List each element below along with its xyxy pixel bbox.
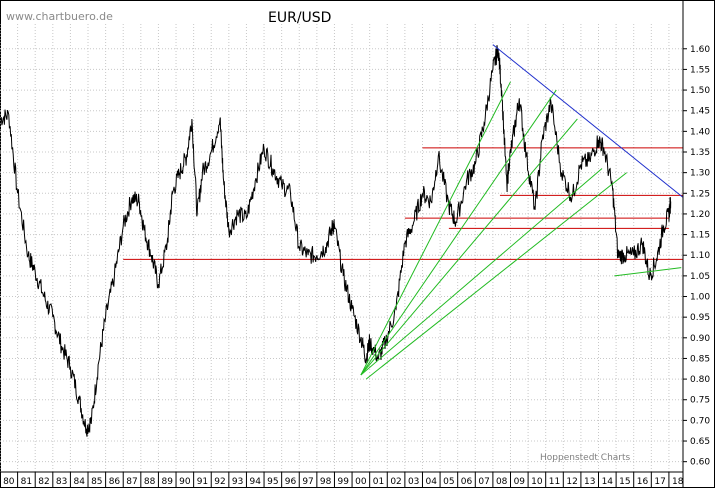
fan-trend-line [365, 172, 627, 380]
x-tick-label: 87 [126, 477, 137, 487]
x-tick-label: 85 [91, 477, 102, 487]
x-tick-label: 83 [56, 477, 67, 487]
x-tick-label: 08 [496, 477, 508, 487]
x-tick-label: 97 [302, 477, 313, 487]
watermark-text: www.chartbuero.de [6, 10, 113, 23]
x-tick-label: 02 [390, 477, 401, 487]
y-tick-label: 1.60 [690, 45, 710, 55]
y-tick-label: 1.25 [690, 189, 710, 199]
credit-text: Hoppenstedt Charts [540, 453, 631, 463]
x-tick-label: 00 [355, 477, 367, 487]
x-tick-label: 96 [285, 477, 297, 487]
x-tick-label: 04 [426, 477, 438, 487]
y-tick-label: 0.85 [690, 354, 710, 364]
x-tick-label: 06 [461, 477, 473, 487]
y-tick-label: 1.55 [690, 65, 710, 75]
x-tick-label: 86 [109, 477, 121, 487]
x-tick-label: 82 [38, 477, 49, 487]
y-tick-label: 1.30 [690, 169, 710, 179]
x-tick-label: 18 [672, 477, 684, 487]
x-tick-label: 12 [566, 477, 577, 487]
x-tick-label: 94 [250, 477, 262, 487]
x-tick-label: 11 [549, 477, 560, 487]
y-tick-label: 0.75 [690, 396, 710, 406]
x-tick-label: 07 [478, 477, 489, 487]
x-tick-label: 13 [584, 477, 595, 487]
x-tick-label: 92 [214, 477, 225, 487]
x-tick-label: 15 [619, 477, 630, 487]
y-tick-label: 1.20 [690, 210, 710, 220]
downtrend-trend-line [492, 44, 684, 198]
trend-lines [360, 44, 684, 380]
x-tick-label: 91 [197, 477, 208, 487]
x-tick-label: 93 [232, 477, 243, 487]
x-tick-label: 95 [267, 477, 278, 487]
y-tick-label: 0.95 [690, 313, 710, 323]
x-tick-label: 14 [602, 477, 614, 487]
y-tick-label: 0.80 [690, 375, 710, 385]
x-tick-label: 90 [179, 477, 191, 487]
fan-trend-line [360, 89, 557, 376]
x-tick-label: 99 [338, 477, 350, 487]
x-tick-label: 10 [531, 477, 543, 487]
x-tick-label: 17 [654, 477, 665, 487]
price-series [0, 45, 672, 437]
y-tick-label: 1.50 [690, 86, 710, 96]
y-tick-label: 0.65 [690, 437, 710, 447]
x-tick-label: 80 [3, 477, 15, 487]
x-tick-label: 89 [162, 477, 174, 487]
y-tick-label: 0.90 [690, 334, 710, 344]
x-tick-label: 81 [21, 477, 32, 487]
y-tick-label: 1.15 [690, 231, 710, 241]
x-tick-label: 09 [514, 477, 526, 487]
chart-title: EUR/USD [268, 10, 331, 26]
x-tick-label: 03 [408, 477, 419, 487]
y-tick-label: 1.00 [690, 293, 710, 303]
y-tick-label: 1.05 [690, 272, 710, 282]
price-line [0, 45, 672, 437]
y-tick-label: 0.70 [690, 416, 710, 426]
y-tick-label: 1.40 [690, 127, 710, 137]
y-axis: 0.60 0.65 0.70 0.75 0.80 0.85 0.90 0.95 1.00 1.05… [682, 0, 710, 488]
y-tick-label: 1.10 [690, 251, 710, 261]
x-axis: 80 81 82 83 84 85 86 87 88 89 90 91 92 93 94 95 96 97 98 99… [0, 471, 684, 488]
x-tick-label: 98 [320, 477, 332, 487]
y-tick-label: 0.60 [690, 458, 710, 468]
fan-trend-line [360, 168, 603, 376]
fan-trend-line [360, 81, 511, 376]
x-tick-label: 84 [73, 477, 85, 487]
x-tick-label: 88 [144, 477, 156, 487]
x-tick-label: 16 [637, 477, 649, 487]
support-trend-line [614, 267, 682, 277]
x-tick-label: 05 [443, 477, 454, 487]
y-tick-label: 1.45 [690, 107, 710, 117]
fan-trend-line [360, 118, 578, 376]
y-tick-label: 1.35 [690, 148, 710, 158]
x-tick-label: 01 [373, 477, 384, 487]
